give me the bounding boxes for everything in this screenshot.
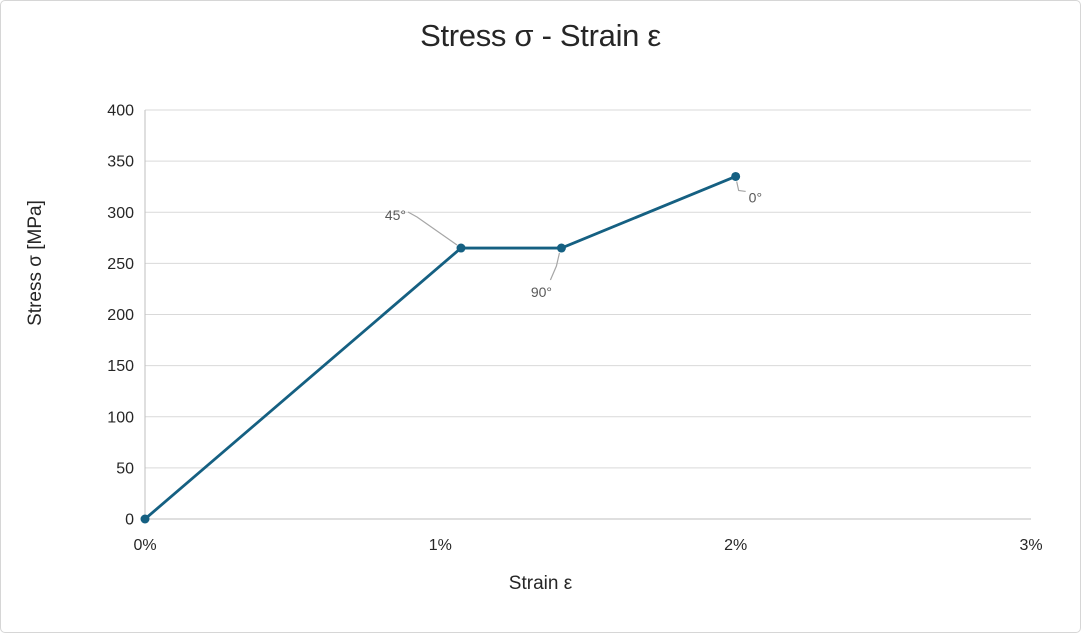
series-line — [143, 175, 738, 521]
chart-title: Stress σ - Strain ε — [420, 18, 661, 53]
y-tick-label: 300 — [107, 205, 134, 222]
data-point-marker — [456, 243, 466, 253]
data-point-annotation: 90° — [531, 284, 552, 300]
y-tick-label: 350 — [107, 154, 134, 171]
data-point-annotation: 45° — [385, 207, 406, 223]
y-tick-label: 200 — [107, 307, 134, 324]
x-tick-label: 3% — [1019, 537, 1042, 554]
x-tick-label: 1% — [429, 537, 452, 554]
x-tick-label: 2% — [724, 537, 747, 554]
x-tick-label: 0% — [133, 537, 156, 554]
annotation-leader-line — [549, 252, 561, 281]
y-tick-label: 0 — [125, 512, 134, 529]
data-point-marker — [140, 514, 150, 524]
y-tick-label: 400 — [107, 103, 134, 120]
annotation-leader-line — [736, 181, 746, 193]
y-tick-label: 50 — [116, 460, 134, 477]
data-point-marker — [556, 243, 566, 253]
data-point-annotation: 0° — [749, 189, 762, 205]
y-tick-label: 250 — [107, 256, 134, 273]
x-axis-title: Strain ε — [508, 573, 573, 594]
data-point-marker — [731, 171, 741, 181]
y-tick-label: 100 — [107, 409, 134, 426]
y-tick-label: 150 — [107, 358, 134, 375]
annotation-leader-line — [407, 211, 458, 246]
